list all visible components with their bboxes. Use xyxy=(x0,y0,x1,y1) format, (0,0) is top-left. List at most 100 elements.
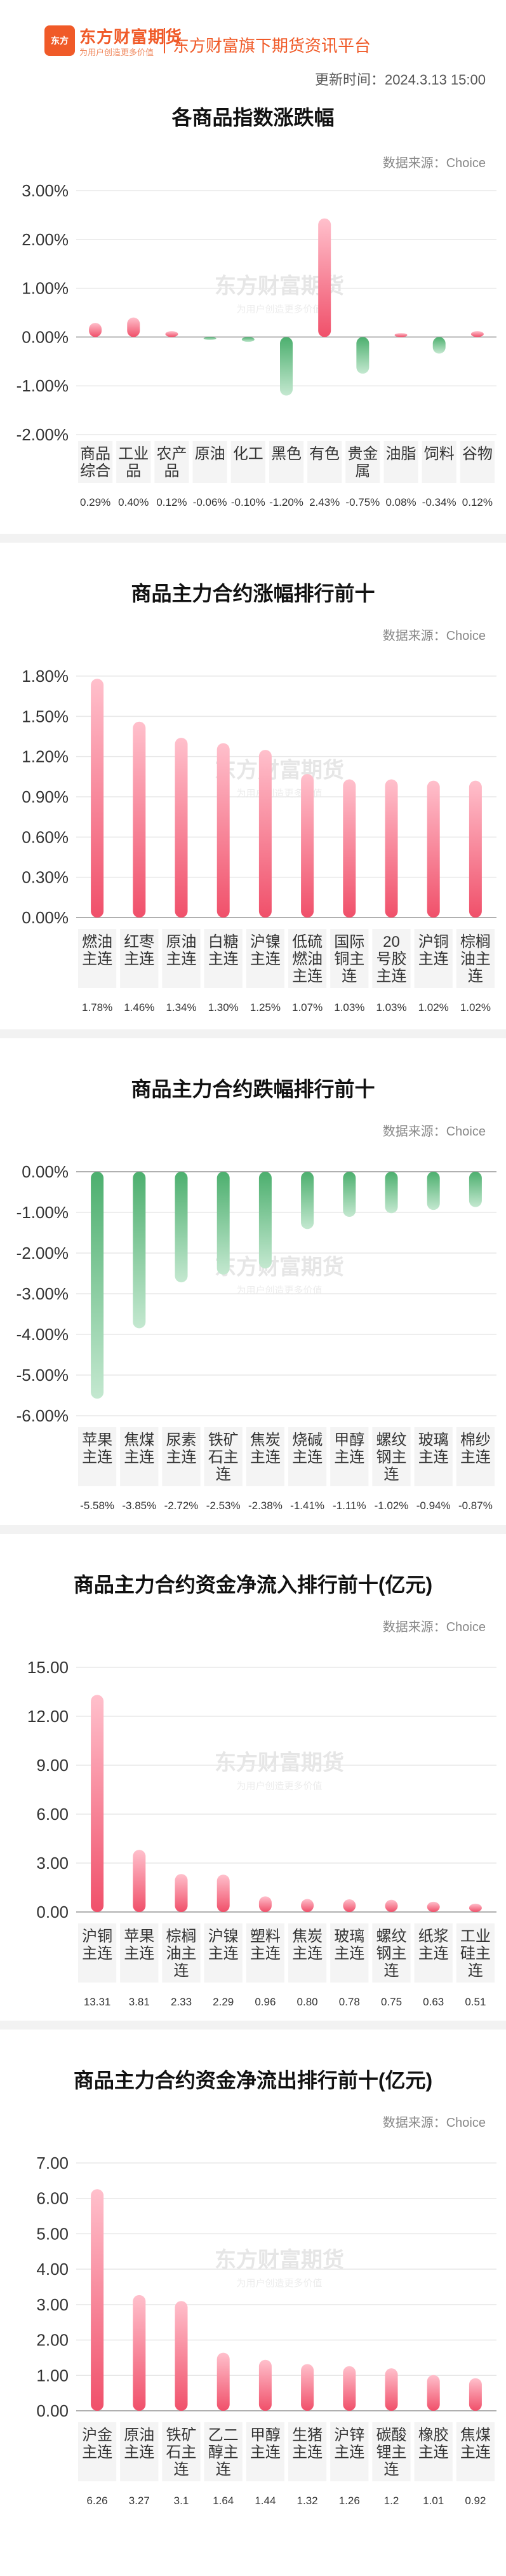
bar xyxy=(258,750,272,918)
bar xyxy=(427,1172,440,1210)
category-cell xyxy=(414,1427,453,1486)
chart-index-change: 东方财富期货为用户创造更多价值3.00%2.00%1.00%0.00%-1.00… xyxy=(17,181,496,508)
update-time: 更新时间：2024.3.13 15:00 xyxy=(314,72,486,88)
y-tick-label: 1.00% xyxy=(22,279,69,298)
y-tick-label: 3.00% xyxy=(22,181,69,200)
category-label: 号胶 xyxy=(376,951,407,968)
chart-top-gainers: 东方财富期货为用户创造更多价值1.80%1.50%1.20%0.90%0.60%… xyxy=(22,667,496,1013)
y-tick-label: 3.00 xyxy=(36,1854,69,1873)
category-cell xyxy=(307,441,342,483)
value-label: 3.81 xyxy=(129,1996,150,2008)
data-source: 数据来源：Choice xyxy=(382,1620,486,1634)
bar xyxy=(343,1172,356,1217)
value-label: 1.02% xyxy=(460,1001,491,1013)
category-label: 螺纹 xyxy=(376,1432,407,1449)
category-label: 主连 xyxy=(418,951,449,968)
category-label: 橡胶 xyxy=(418,2427,449,2444)
category-label: 主连 xyxy=(418,1449,449,1466)
category-label: 原油 xyxy=(166,933,197,951)
category-label: 主连 xyxy=(82,2444,112,2461)
value-label: -1.41% xyxy=(290,1500,324,1512)
category-label: 铁矿 xyxy=(166,2427,197,2444)
category-label: 商品 xyxy=(80,445,110,463)
category-label: 塑料 xyxy=(250,1928,281,1945)
category-cell xyxy=(246,929,284,988)
bar xyxy=(91,1172,104,1399)
watermark-subtext: 为用户创造更多价值 xyxy=(236,2278,322,2289)
category-label: 贵金 xyxy=(347,445,378,463)
category-label: 生猪 xyxy=(292,2427,323,2444)
value-label: 1.64 xyxy=(213,2495,234,2507)
category-label: 主连 xyxy=(250,1945,281,1962)
category-cell xyxy=(78,441,113,483)
value-label: 1.03% xyxy=(334,1001,364,1013)
category-label: 油脂 xyxy=(386,445,416,463)
category-label: 沪金 xyxy=(82,2427,112,2444)
y-tick-label: 0.00 xyxy=(36,2401,69,2420)
y-tick-label: -6.00% xyxy=(17,1406,69,1425)
value-label: -0.34% xyxy=(422,496,456,508)
chart-section-net-inflow: 商品主力合约资金净流入排行前十(亿元) 数据来源：Choice 东方财富期货 为用… xyxy=(0,1534,506,2021)
category-label: 主连 xyxy=(418,2444,449,2461)
value-label: 1.25% xyxy=(250,1001,281,1013)
category-label: 碳酸 xyxy=(376,2427,407,2444)
bar xyxy=(427,1901,440,1912)
section-divider xyxy=(0,2021,506,2030)
bar xyxy=(469,1172,482,1207)
category-label: 焦煤 xyxy=(124,1432,154,1449)
bar xyxy=(175,738,188,918)
category-label: 玻璃 xyxy=(334,1928,364,1945)
y-tick-label: 0.00% xyxy=(22,1162,69,1181)
category-label: 连 xyxy=(468,968,483,985)
category-label: 主连 xyxy=(208,951,239,968)
category-cell xyxy=(414,1923,453,1983)
category-cell xyxy=(288,1923,327,1983)
value-label: 1.01 xyxy=(423,2495,444,2507)
page-header: 东方 东方财富期货 为用户创造更多价值 东方财富旗下期货资讯平台 更新时间：20… xyxy=(0,0,506,95)
value-label: 0.08% xyxy=(385,496,416,508)
category-cell xyxy=(204,1923,243,1983)
category-cell xyxy=(414,2422,453,2481)
value-label: -0.75% xyxy=(345,496,380,508)
watermark-subtext: 为用户创造更多价值 xyxy=(236,304,322,315)
category-label: 白糖 xyxy=(208,933,239,951)
value-label: 1.2 xyxy=(384,2495,399,2507)
bar xyxy=(469,2378,482,2411)
y-tick-label: 4.00 xyxy=(36,2260,69,2279)
watermark-subtext: 为用户创造更多价值 xyxy=(236,1781,322,1792)
section-divider xyxy=(0,1029,506,1038)
category-label: 棕榈 xyxy=(166,1928,197,1945)
category-label: 主连 xyxy=(124,1945,154,1962)
bar xyxy=(385,2368,398,2411)
category-label: 20 xyxy=(383,933,400,951)
category-label: 主连 xyxy=(376,968,407,985)
y-tick-label: -1.00% xyxy=(17,1203,69,1222)
bar xyxy=(343,1899,356,1912)
category-label: 醇主 xyxy=(208,2444,239,2461)
category-label: 沪镍 xyxy=(208,1928,239,1945)
bar xyxy=(216,1874,230,1912)
value-label: 0.96 xyxy=(255,1996,276,2008)
bar xyxy=(216,2352,230,2411)
watermark-text: 东方财富期货 xyxy=(215,758,344,783)
category-cell xyxy=(456,929,495,988)
bar xyxy=(258,1896,272,1912)
category-label: 主连 xyxy=(334,2444,364,2461)
category-label: 主连 xyxy=(82,1945,112,1962)
y-tick-label: 2.00 xyxy=(36,2331,69,2350)
category-cell xyxy=(330,2422,369,2481)
y-tick-label: 0.30% xyxy=(22,868,69,887)
category-label: 螺纹 xyxy=(376,1928,407,1945)
category-cell xyxy=(422,441,456,483)
value-label: 0.78 xyxy=(339,1996,360,2008)
value-label: 2.29 xyxy=(213,1996,234,2008)
y-tick-label: 1.80% xyxy=(22,667,69,686)
category-label: 硅主 xyxy=(460,1945,491,1962)
category-label: 品 xyxy=(126,463,141,480)
bar xyxy=(356,337,370,374)
platform-title: 东方财富旗下期货资讯平台 xyxy=(173,36,371,55)
category-label: 烧碱 xyxy=(292,1432,323,1449)
bar xyxy=(203,337,216,341)
y-tick-label: 0.00% xyxy=(22,908,69,927)
value-label: -1.11% xyxy=(333,1500,366,1512)
